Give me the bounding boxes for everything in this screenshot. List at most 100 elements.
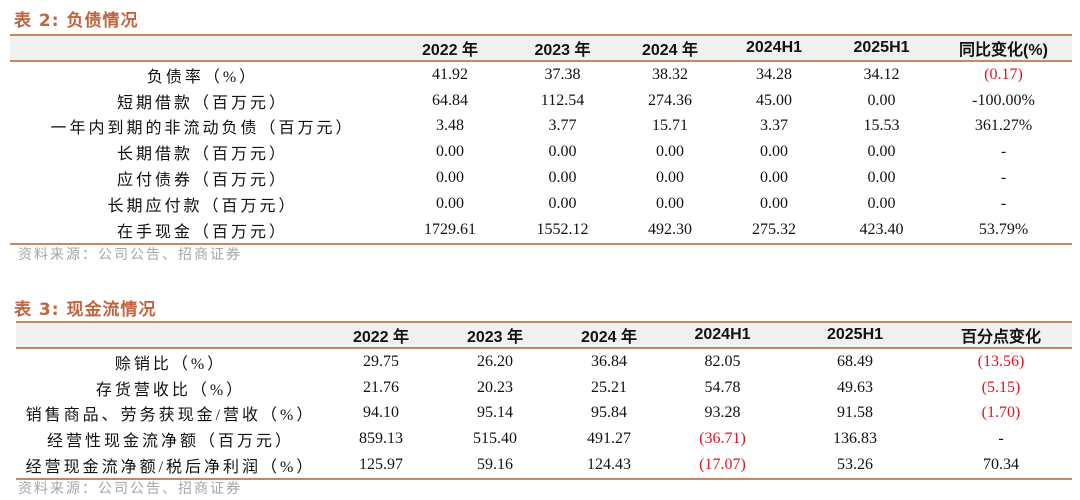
column-header: 2023 年 <box>534 42 591 59</box>
column-header: 百分点变化 <box>960 329 1041 346</box>
table-cell: 0.00 <box>867 143 896 161</box>
table-cell: (36.71) <box>699 430 746 448</box>
header-row: 2022 年 2023 年 2024 年 2024H1 2025H1 同比变化(%) <box>10 35 1072 61</box>
table-cell: - <box>1000 169 1007 187</box>
table-row: 长期借款（百万元） 0.00 0.00 0.00 0.00 0.00 - <box>10 139 1072 165</box>
table3-source: 资料来源：公司公告、招商证券 <box>18 481 242 497</box>
table-cell: 91.58 <box>837 404 873 422</box>
column-header: 同比变化(%) <box>959 42 1048 59</box>
table-cell: 859.13 <box>359 430 403 448</box>
table-row: 一年内到期的非流动负债（百万元） 3.48 3.77 15.71 3.37 15.53 36… <box>10 114 1072 140</box>
table-cell: 34.12 <box>863 65 900 83</box>
table-cell: 0.00 <box>760 169 788 187</box>
table-cell: 38.32 <box>652 65 688 83</box>
table-cell: 70.34 <box>983 456 1019 474</box>
row-label: 经营现金流净额/税后净利润（%） <box>25 459 316 477</box>
column-header: 2024H1 <box>745 39 803 56</box>
table-cell: 36.84 <box>591 352 627 370</box>
column-header: 2025H1 <box>826 326 884 343</box>
table-cell: 125.97 <box>359 456 403 474</box>
table-cell: 0.00 <box>867 194 896 212</box>
table-cell: 68.49 <box>837 352 873 370</box>
table-cell: 0.00 <box>436 194 464 212</box>
table-cell: 21.76 <box>363 378 399 396</box>
row-label: 在手现金（百万元） <box>116 223 288 241</box>
table3-title: 表 3: 现金流情况 <box>14 300 157 320</box>
row-label: 负债率（%） <box>146 68 259 86</box>
column-header: 2023 年 <box>466 329 524 346</box>
table-row: 存货营收比（%） 21.76 20.23 25.21 54.78 49.63 (5.15) <box>16 375 1072 401</box>
table-row: 应付债券（百万元） 0.00 0.00 0.00 0.00 0.00 - <box>10 165 1072 191</box>
table-cell: 25.21 <box>591 378 627 396</box>
table-cell: 274.36 <box>648 91 692 109</box>
table-cell: (17.07) <box>699 456 746 474</box>
table2-source: 资料来源：公司公告、招商证券 <box>18 247 242 263</box>
table-cell: 1729.61 <box>424 220 476 238</box>
table-cell: 515.40 <box>473 430 517 448</box>
table-cell: 361.27% <box>974 117 1033 135</box>
column-header: 2025H1 <box>853 39 910 56</box>
table-cell: 29.75 <box>363 352 399 370</box>
table-cell: 3.48 <box>436 117 464 135</box>
table-cell: 136.83 <box>833 430 877 448</box>
table-cell: 0.00 <box>656 194 684 212</box>
table-cell: 53.79% <box>978 220 1029 238</box>
column-header <box>16 322 325 348</box>
table-cell: 423.40 <box>859 220 904 238</box>
table-cell: 0.00 <box>760 143 788 161</box>
table-cell: 3.37 <box>760 117 788 135</box>
row-label: 短期借款（百万元） <box>116 94 288 112</box>
table-cell: (5.15) <box>981 378 1021 396</box>
row-label: 长期借款（百万元） <box>116 146 288 164</box>
table-row: 经营现金流净额/税后净利润（%） 125.97 59.16 124.43 (17.07)… <box>16 452 1072 479</box>
row-label: 赊销比（%） <box>114 355 227 373</box>
table-cell: 15.53 <box>863 117 900 135</box>
table-cell: 95.84 <box>591 404 627 422</box>
table-cell: (13.56) <box>977 352 1025 370</box>
cashflow-table: 2022 年 2023 年 2024 年 2024H1 2025H1 百分点变化 赊销比（… <box>16 321 1072 480</box>
row-label: 经营性现金流净额（百万元） <box>46 433 294 451</box>
row-label: 一年内到期的非流动负债（百万元） <box>50 120 355 138</box>
table-cell: - <box>1000 143 1007 161</box>
table-cell: 59.16 <box>477 456 513 474</box>
table-row: 经营性现金流净额（百万元） 859.13 515.40 491.27 (36.71) 13… <box>16 426 1072 452</box>
table-cell: 0.00 <box>548 169 577 187</box>
row-label: 存货营收比（%） <box>95 381 246 399</box>
table-row: 负债率（%） 41.92 37.38 38.32 34.28 34.12 (0.17) <box>10 61 1072 88</box>
column-header: 2024 年 <box>641 42 699 59</box>
table-cell: 82.05 <box>704 352 741 370</box>
table-cell: 0.00 <box>436 143 464 161</box>
table-cell: 26.20 <box>477 352 513 370</box>
table-cell: 0.00 <box>867 169 896 187</box>
table-cell: - <box>1000 194 1007 212</box>
row-label: 销售商品、劳务获现金/营收（%） <box>25 407 316 425</box>
table-cell: 15.71 <box>652 117 688 135</box>
table-row: 在手现金（百万元） 1729.61 1552.12 492.30 275.32 423.4… <box>10 217 1072 244</box>
header-row: 2022 年 2023 年 2024 年 2024H1 2025H1 百分点变化 <box>16 322 1072 348</box>
table-cell: 0.00 <box>436 169 464 187</box>
table-cell: 275.32 <box>752 220 796 238</box>
table-cell: 53.26 <box>837 456 873 474</box>
table2-title: 表 2: 负债情况 <box>14 11 139 31</box>
row-label: 长期应付款（百万元） <box>107 197 298 215</box>
column-header: 2024H1 <box>694 326 751 343</box>
table-cell: 41.92 <box>432 65 468 83</box>
table-cell: 45.00 <box>756 91 792 109</box>
table-cell: 0.00 <box>656 169 684 187</box>
table-cell: - <box>998 430 1004 448</box>
table-row: 长期应付款（百万元） 0.00 0.00 0.00 0.00 0.00 - <box>10 191 1072 217</box>
table-cell: 95.14 <box>477 404 513 422</box>
table-cell: 0.00 <box>656 143 684 161</box>
table-cell: 491.27 <box>587 430 631 448</box>
table-cell: 49.63 <box>837 378 873 396</box>
table-cell: 3.77 <box>548 117 577 135</box>
row-label: 应付债券（百万元） <box>116 172 288 190</box>
column-header: 2022 年 <box>352 329 410 346</box>
table-cell: 0.00 <box>548 194 577 212</box>
table-row: 销售商品、劳务获现金/营收（%） 94.10 95.14 95.84 93.28 91.5… <box>16 401 1072 427</box>
table-cell: 54.78 <box>704 378 741 396</box>
table-cell: 492.30 <box>648 220 692 238</box>
table-cell: 37.38 <box>544 65 581 83</box>
table-cell: -100.00% <box>972 91 1035 109</box>
column-header: 2022 年 <box>421 42 479 59</box>
